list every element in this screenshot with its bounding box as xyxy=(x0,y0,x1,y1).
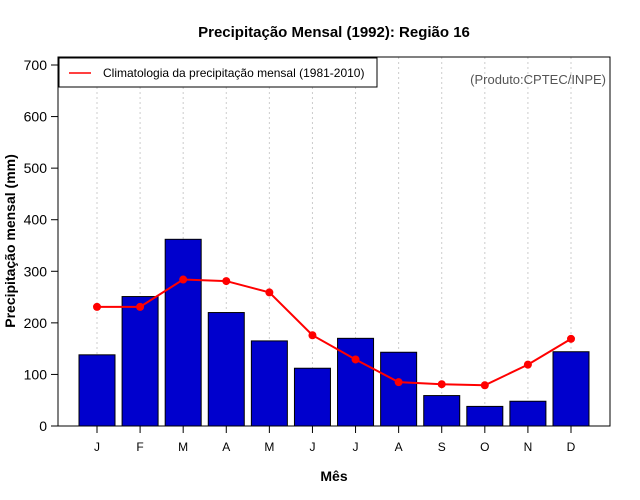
climatology-point-6 xyxy=(351,355,360,364)
x-tick-label: A xyxy=(395,440,403,454)
climatology-polyline xyxy=(97,278,572,387)
y-axis-label: Precipitação mensal (mm) xyxy=(2,154,18,328)
x-tick-label: S xyxy=(438,440,446,454)
y-tick-label: 0 xyxy=(39,418,47,434)
x-tick-label: J xyxy=(353,440,359,454)
climatology-line xyxy=(93,275,575,390)
bar-7 xyxy=(380,351,418,427)
bar-11 xyxy=(552,351,590,427)
x-tick-label: J xyxy=(309,440,315,454)
x-tick-label: A xyxy=(222,440,230,454)
y-tick-label: 700 xyxy=(24,57,48,73)
y-tick-label: 500 xyxy=(24,160,48,176)
bar-4 xyxy=(250,340,288,427)
grid xyxy=(96,57,572,426)
y-tick-label: 300 xyxy=(24,263,48,279)
legend-label: Climatologia da precipitação mensal (198… xyxy=(103,66,364,80)
x-tick-label: F xyxy=(136,440,143,454)
climatology-point-0 xyxy=(93,302,101,311)
climatology-point-1 xyxy=(136,302,145,311)
bar-3 xyxy=(207,312,245,427)
x-tick-label: M xyxy=(178,440,188,454)
credit-annotation: (Produto:CPTEC/INPE) xyxy=(470,72,606,87)
x-axis-label: Mês xyxy=(320,468,347,484)
bars xyxy=(78,238,590,427)
legend-box xyxy=(58,57,378,88)
bar-2 xyxy=(164,238,202,427)
y-tick-label: 100 xyxy=(24,366,48,382)
bar-5 xyxy=(293,367,331,427)
x-tick-label: N xyxy=(524,440,533,454)
bar-9 xyxy=(466,405,504,427)
x-tick-label: D xyxy=(567,440,576,454)
climatology-point-8 xyxy=(437,380,446,389)
y-tick-label: 600 xyxy=(24,109,48,125)
climatology-point-7 xyxy=(394,378,403,387)
climatology-point-10 xyxy=(523,360,532,369)
climatology-point-11 xyxy=(567,334,575,343)
climatology-point-9 xyxy=(480,381,489,390)
x-tick-label: M xyxy=(264,440,274,454)
bar-8 xyxy=(423,395,461,427)
y-axis: 0 100 200 300 400 500 600 700 xyxy=(24,57,59,434)
legend: Climatologia da precipitação mensal (198… xyxy=(58,57,378,88)
y-tick-label: 400 xyxy=(24,212,48,228)
bar-1 xyxy=(121,296,159,427)
bar-10 xyxy=(509,400,547,427)
climatology-point-2 xyxy=(179,275,188,284)
climatology-point-5 xyxy=(308,331,317,340)
chart-title: Precipitação Mensal (1992): Região 16 xyxy=(198,24,470,41)
climatology-point-3 xyxy=(222,277,231,286)
x-tick-label: O xyxy=(480,440,489,454)
x-tick-label: J xyxy=(94,440,100,454)
bar-0 xyxy=(78,354,116,427)
y-tick-label: 200 xyxy=(24,315,48,331)
climatology-point-4 xyxy=(265,288,274,297)
